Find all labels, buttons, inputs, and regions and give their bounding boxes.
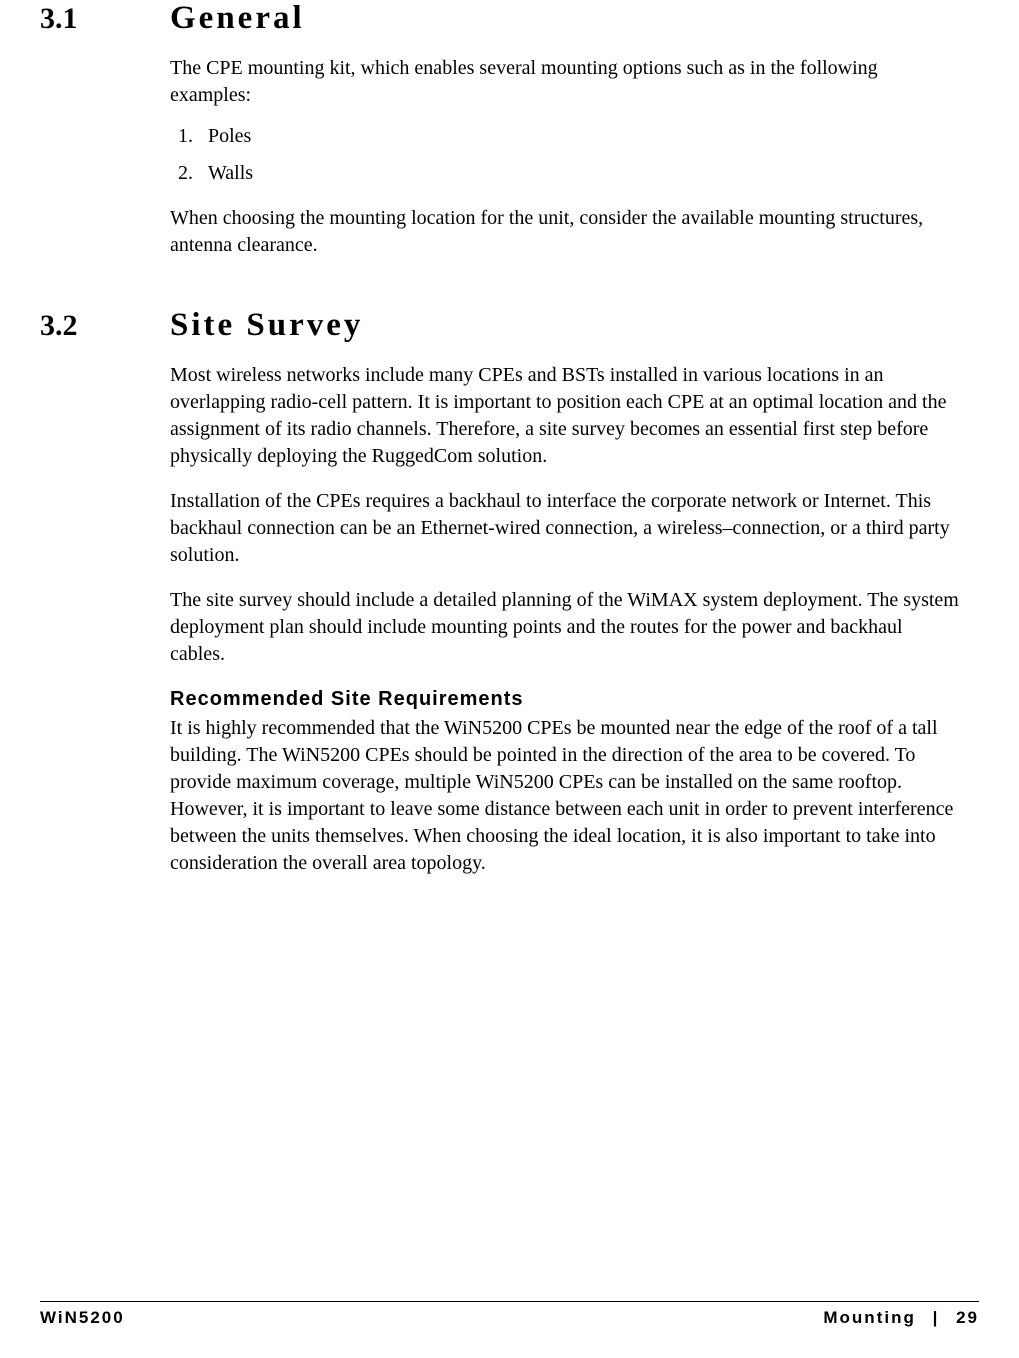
section-3-1-after: When choosing the mounting location for … (170, 205, 959, 259)
section-3-2-body: Most wireless networks include many CPEs… (170, 362, 959, 877)
section-3-1-body: The CPE mounting kit, which enables seve… (170, 55, 959, 259)
section-3-2-p4: It is highly recommended that the WiN520… (170, 715, 959, 877)
section-3-1-intro: The CPE mounting kit, which enables seve… (170, 55, 959, 109)
section-3-1-header: 3.1 General (40, 0, 979, 37)
section-3-1-number: 3.1 (40, 2, 170, 36)
section-3-2-header: 3.2 Site Survey (40, 307, 979, 344)
footer-separator: | (933, 1308, 940, 1327)
section-3-2-p2: Installation of the CPEs requires a back… (170, 488, 959, 569)
page-footer: WiN5200 Mounting | 29 (40, 1301, 979, 1328)
footer-section-label: Mounting (823, 1308, 915, 1327)
section-3-2-p1: Most wireless networks include many CPEs… (170, 362, 959, 470)
footer-right: Mounting | 29 (823, 1308, 979, 1328)
section-3-1-title: General (170, 0, 305, 37)
section-3-1-list: Poles Walls (170, 123, 959, 187)
page-content: 3.1 General The CPE mounting kit, which … (0, 0, 1019, 877)
list-item: Walls (198, 160, 959, 187)
section-3-2-p3: The site survey should include a detaile… (170, 587, 959, 668)
section-3-2-title: Site Survey (170, 307, 363, 344)
section-3-2-number: 3.2 (40, 309, 170, 343)
footer-page-number: 29 (956, 1308, 979, 1327)
footer-product: WiN5200 (40, 1308, 125, 1328)
section-3-2-subhead: Recommended Site Requirements (170, 686, 959, 713)
list-item: Poles (198, 123, 959, 150)
